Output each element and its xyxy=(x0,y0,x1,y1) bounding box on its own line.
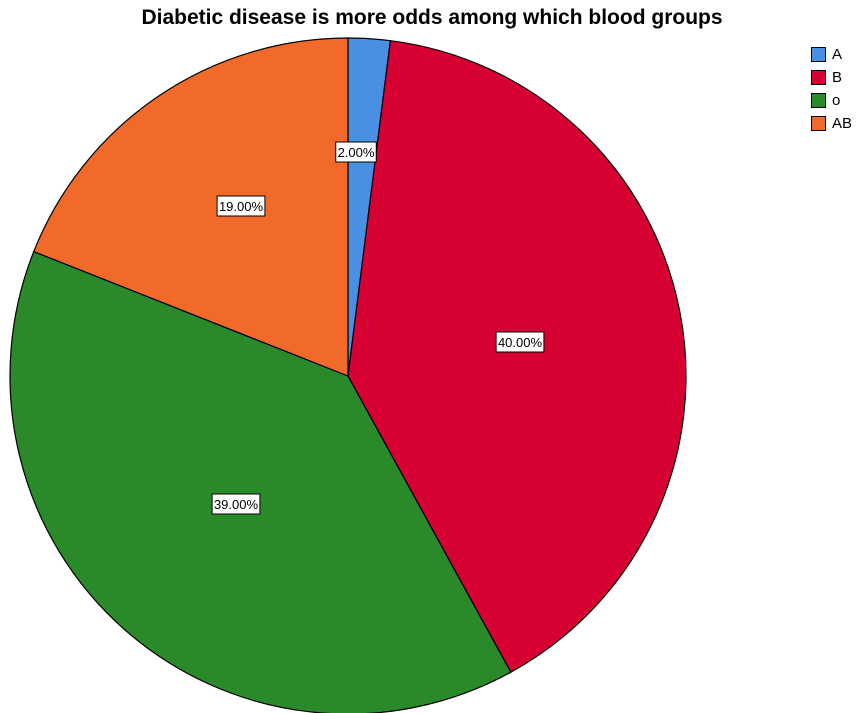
data-label-b: 40.00% xyxy=(495,331,545,353)
pie-slice-b xyxy=(347,39,687,674)
data-label-text: 2.00% xyxy=(338,145,375,160)
legend-label: B xyxy=(832,69,843,86)
data-label-box xyxy=(335,141,377,163)
legend-item-a: A xyxy=(811,43,852,66)
data-label-box xyxy=(495,331,545,353)
pie-data-labels: 2.00% 40.00% 39.00% 19.00% xyxy=(211,141,545,515)
legend-item-o: o xyxy=(811,89,852,112)
data-label-text: 40.00% xyxy=(498,335,543,350)
data-label-box xyxy=(211,493,261,515)
legend-swatch xyxy=(811,93,826,108)
legend-label: o xyxy=(832,92,841,109)
pie-slice-ab xyxy=(32,37,349,377)
chart-title: Diabetic disease is more odds among whic… xyxy=(141,6,723,29)
legend-item-ab: AB xyxy=(811,112,852,135)
data-label-box xyxy=(216,195,266,217)
pie-slice-o xyxy=(9,250,512,713)
legend-item-b: B xyxy=(811,66,852,89)
legend-swatch xyxy=(811,116,826,131)
data-label-a: 2.00% xyxy=(335,141,377,163)
legend-label: A xyxy=(832,46,843,63)
legend-swatch xyxy=(811,70,826,85)
data-label-o: 39.00% xyxy=(211,493,261,515)
data-label-ab: 19.00% xyxy=(216,195,266,217)
pie-slices xyxy=(9,37,687,713)
data-label-text: 19.00% xyxy=(219,199,264,214)
data-label-text: 39.00% xyxy=(214,497,259,512)
legend-swatch xyxy=(811,47,826,62)
legend-label: AB xyxy=(832,115,853,132)
